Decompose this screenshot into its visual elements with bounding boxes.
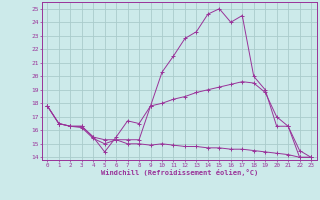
- X-axis label: Windchill (Refroidissement éolien,°C): Windchill (Refroidissement éolien,°C): [100, 169, 258, 176]
